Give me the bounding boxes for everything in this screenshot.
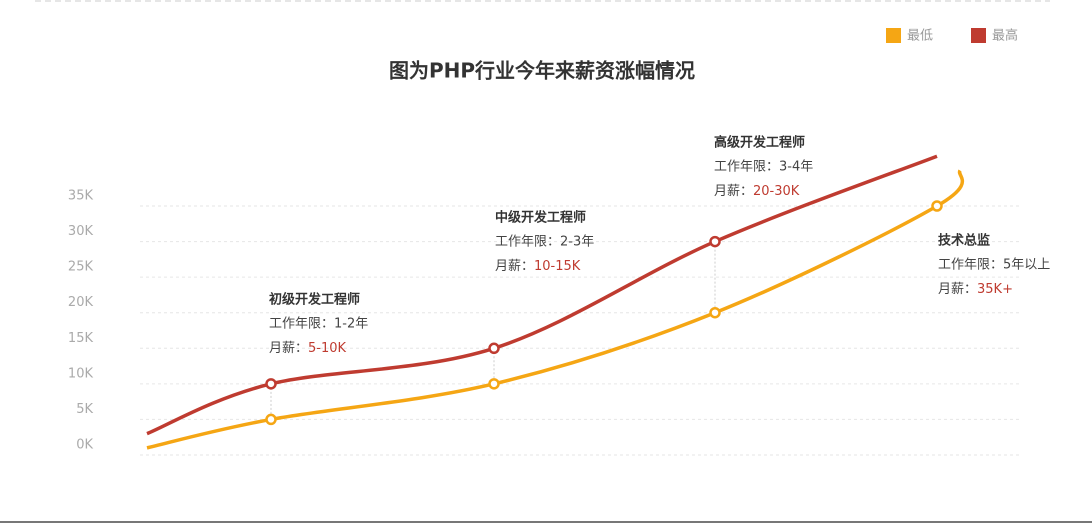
y-tick-label: 0K — [76, 438, 93, 453]
legend-label: 最高 — [992, 28, 1018, 44]
point-marker — [709, 235, 721, 248]
chart-title: 图为PHP行业今年来薪资涨幅情况 — [389, 59, 695, 83]
y-tick-label: 30K — [68, 224, 94, 239]
salary-value: 20-30K — [753, 184, 800, 199]
salary-label: 月薪： — [938, 282, 977, 297]
annotation-title: 中级开发工程师 — [495, 210, 586, 226]
y-tick-label: 10K — [68, 366, 94, 381]
annotation-title: 高级开发工程师 — [714, 135, 805, 151]
legend-swatch — [886, 28, 901, 43]
legend-swatch — [971, 28, 986, 43]
y-tick-label: 25K — [68, 260, 94, 275]
salary-label: 月薪： — [495, 259, 534, 274]
annotation-salary: 月薪：20-30K — [714, 184, 800, 199]
annotation-years: 工作年限：1-2年 — [269, 317, 368, 332]
salary-label: 月薪： — [714, 184, 753, 199]
salary-value: 5-10K — [308, 341, 347, 356]
point-marker — [265, 378, 277, 390]
annotation-title: 技术总监 — [938, 233, 990, 249]
point-marker — [265, 413, 277, 426]
annotation-title: 初级开发工程师 — [269, 292, 360, 308]
annotation-years: 工作年限：5年以上 — [938, 258, 1050, 273]
salary-value: 35K+ — [977, 282, 1013, 297]
series-line — [146, 154, 938, 436]
salary-value: 10-15K — [534, 259, 581, 274]
y-tick-label: 20K — [68, 295, 94, 310]
point-marker — [488, 378, 500, 390]
annotation-salary: 月薪：5-10K — [269, 341, 347, 356]
point-marker — [488, 342, 500, 355]
annotation-years: 工作年限：3-4年 — [714, 160, 813, 175]
salary-label: 月薪： — [269, 341, 308, 356]
annotation-salary: 月薪：35K+ — [938, 282, 1013, 297]
annotation-salary: 月薪：10-15K — [495, 259, 581, 274]
point-marker — [931, 200, 943, 212]
y-tick-label: 5K — [76, 402, 93, 417]
annotation-years: 工作年限：2-3年 — [495, 235, 594, 250]
y-tick-label: 15K — [68, 331, 94, 346]
y-tick-label: 35K — [68, 189, 94, 204]
point-marker — [709, 306, 721, 319]
legend-label: 最低 — [907, 29, 933, 44]
